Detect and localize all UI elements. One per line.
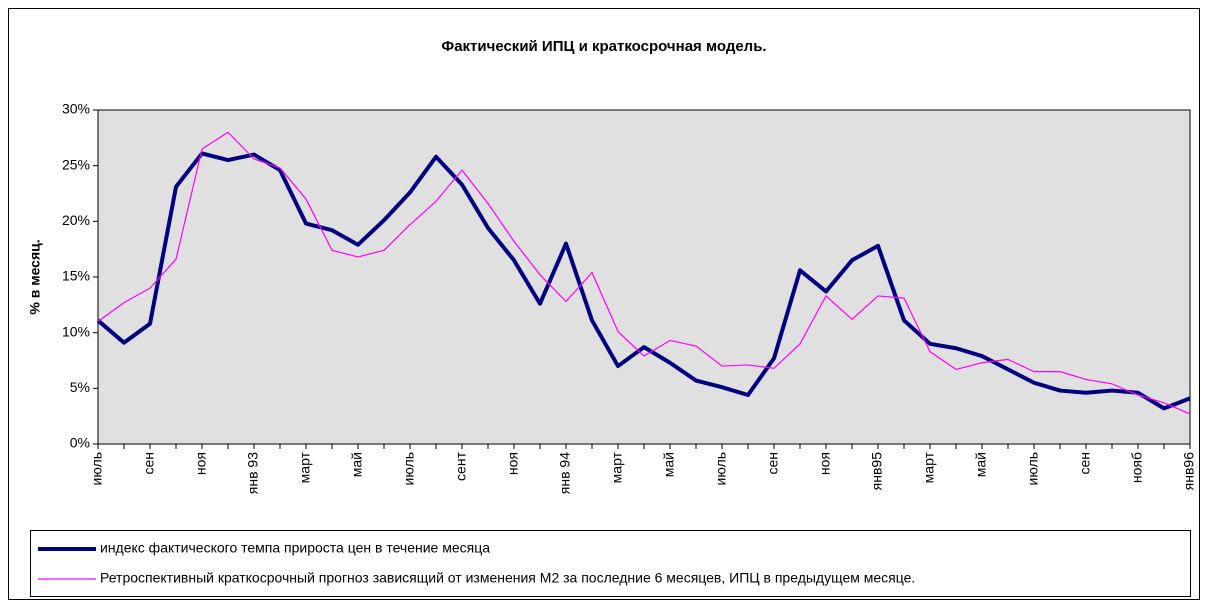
x-tick-label: янв 93 [245,452,261,494]
y-axis-label: % в месяц. [27,239,43,314]
x-tick-label: март [297,451,313,483]
series-line [96,151,1191,411]
legend [30,530,1191,597]
x-tick-label: ноя [817,452,833,475]
x-tick-label: янв96 [1181,452,1197,491]
x-tick-label: март [609,451,625,483]
y-tick-label: 20% [62,212,90,228]
y-tick-label: 5% [70,379,90,395]
x-tick-label: март [921,451,937,483]
x-tick-label: сен [1077,452,1093,475]
x-tick-label: нояб [1129,452,1145,483]
x-tick-label: июль [1025,452,1041,485]
plot-area [97,109,1191,445]
x-tick-label: июль [401,452,417,485]
x-tick-label: сен [765,452,781,475]
x-tick-label: ноя [505,452,521,475]
y-tick-label: 30% [62,101,90,117]
legend-label: Ретроспективный краткосрочный прогноз за… [100,570,915,586]
x-tick-label: июль [89,452,105,485]
x-tick-label: май [973,452,989,477]
x-tick-label: ноя [193,452,209,475]
chart-title: Фактический ИПЦ и краткосрочная модель. [441,38,766,55]
x-tick-label: янв 94 [557,452,573,494]
x-tick-label: май [349,452,365,477]
x-tick-label: июль [713,452,729,485]
series-line [97,131,1191,415]
x-tick-label: май [661,452,677,477]
y-tick-label: 15% [62,268,90,284]
x-tick-label: янв95 [869,452,885,491]
y-tick-label: 25% [62,156,90,172]
y-tick-label: 10% [62,323,90,339]
x-tick-label: сент [453,451,469,481]
x-tick-label: сен [141,452,157,475]
legend-label: индекс фактического темпа прироста цен в… [100,540,490,556]
y-tick-label: 0% [70,435,90,451]
